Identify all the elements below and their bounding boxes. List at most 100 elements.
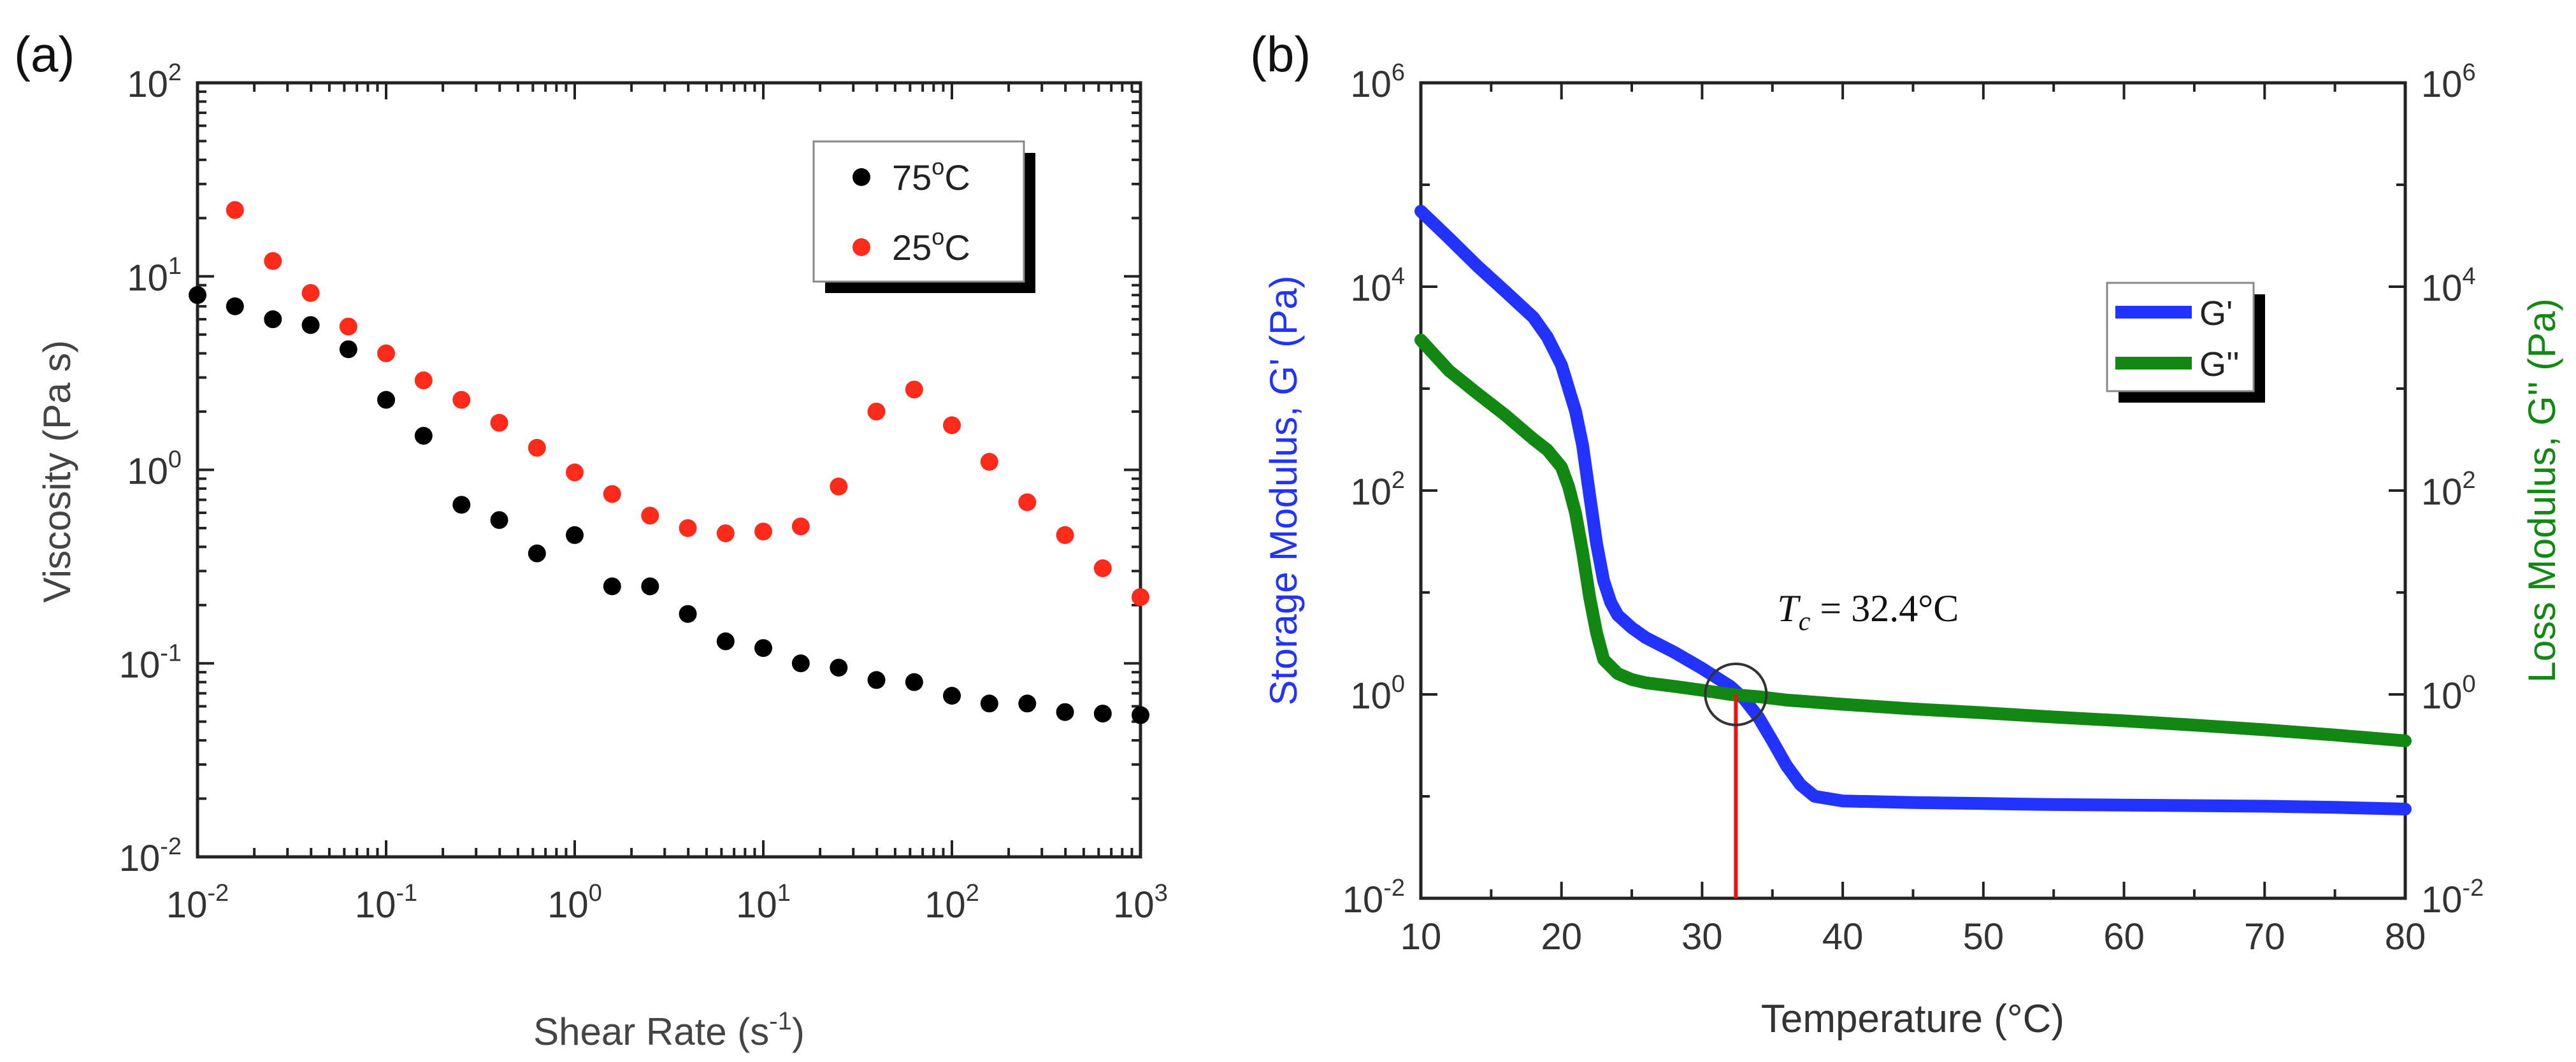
panel-b: (b) 10-2 100 102 104 106 10-2 100 102 104 106 10…	[1250, 26, 2563, 1041]
panel-b-ticks	[1420, 82, 2407, 900]
point-75c	[830, 659, 848, 677]
point-25c	[1093, 559, 1112, 577]
legend-label-75c: 75oC	[892, 154, 970, 197]
point-75c	[566, 526, 584, 544]
point-75c	[641, 577, 659, 596]
series-line-g-double-prime	[1414, 333, 2412, 747]
left-tick-label: 106	[1350, 59, 1405, 105]
point-25c	[452, 391, 471, 409]
point-75c	[867, 671, 886, 689]
right-tick-label: 100	[2421, 671, 2476, 717]
point-75c	[1018, 694, 1037, 713]
point-75c	[226, 297, 244, 315]
panel-a: (a) 10-2 10-1 100 101 102 10-2 10-1 100 101 102 1…	[14, 26, 1168, 1053]
point-75c	[603, 577, 621, 596]
point-25c	[1018, 493, 1037, 512]
y-tick-label: 10-1	[119, 640, 182, 685]
legend-marker-75c	[853, 168, 870, 186]
x-tick-label: 10-1	[355, 880, 417, 926]
point-75c	[528, 544, 546, 563]
y-tick-label: 100	[127, 447, 182, 492]
point-75c	[189, 286, 206, 305]
x-tick-label: 20	[1541, 916, 1582, 958]
point-25c	[490, 413, 508, 432]
point-25c	[905, 380, 923, 399]
panel-a-label: (a)	[14, 26, 75, 82]
panel-b-legend-box	[2106, 282, 2255, 392]
panel-a-x-axis-label: Shear Rate (s-1)	[533, 1007, 805, 1053]
point-25c	[867, 403, 886, 421]
point-75c	[980, 694, 998, 713]
right-tick-label: 106	[2421, 59, 2476, 105]
point-75c	[490, 511, 508, 529]
point-25c	[226, 201, 244, 219]
panel-a-y-axis-label: Viscosity (Pa s)	[36, 340, 78, 603]
left-tick-label: 102	[1350, 467, 1405, 513]
panel-a-y-tick-labels: 10-2 10-1 100 101 102	[119, 59, 182, 879]
point-25c	[791, 517, 810, 536]
point-75c	[377, 391, 395, 409]
panel-b-annotation: Tc = 32.4°C	[1704, 587, 1959, 898]
point-75c	[791, 654, 810, 673]
point-25c	[566, 463, 584, 482]
x-tick-label: 100	[547, 880, 602, 926]
point-75c	[679, 605, 697, 623]
point-75c	[905, 673, 923, 691]
point-25c	[264, 252, 282, 270]
left-tick-label: 104	[1350, 263, 1405, 309]
point-75c	[1056, 703, 1074, 721]
point-25c	[414, 371, 433, 390]
point-25c	[754, 522, 772, 541]
panel-b-series	[1414, 205, 2412, 815]
point-25c	[1132, 588, 1149, 606]
series-line-g-prime	[1414, 205, 2412, 815]
point-75c	[754, 639, 772, 657]
panel-b-label: (b)	[1250, 26, 1311, 82]
x-tick-label: 60	[2103, 916, 2145, 958]
point-75c	[452, 496, 471, 514]
point-25c	[830, 477, 848, 496]
panel-a-ticks	[196, 82, 1142, 858]
panel-a-x-tick-labels: 10-2 10-1 100 101 102 103	[166, 880, 1168, 926]
point-75c	[943, 687, 961, 705]
x-tick-label: 101	[736, 880, 791, 926]
point-25c	[603, 485, 621, 503]
legend-label-g-double-prime: G''	[2199, 345, 2240, 384]
panel-b-legend: G' G''	[2106, 282, 2265, 403]
panel-b-x-tick-labels: 10 20 30 40 50 60 70 80	[1400, 916, 2426, 958]
panel-b-left-axis-label: Storage Modulus, G' (Pa)	[1262, 275, 1305, 705]
point-75c	[264, 310, 282, 329]
legend-marker-25c	[853, 238, 870, 256]
right-tick-label: 102	[2421, 467, 2476, 513]
x-tick-label: 30	[1681, 916, 1723, 958]
point-25c	[1056, 526, 1074, 544]
point-25c	[716, 524, 735, 543]
tc-annotation-text: Tc = 32.4°C	[1777, 587, 1959, 636]
panel-a-points	[189, 201, 1149, 724]
panel-b-x-axis-label: Temperature (°C)	[1761, 997, 2064, 1041]
x-tick-label: 102	[925, 880, 979, 926]
x-tick-label: 70	[2244, 916, 2285, 958]
point-75c	[716, 632, 735, 650]
point-25c	[528, 438, 546, 457]
right-tick-label: 104	[2421, 263, 2476, 309]
panel-b-right-tick-labels: 10-2 100 102 104 106	[2421, 59, 2484, 921]
point-25c	[377, 344, 395, 362]
panel-a-legend-box	[812, 140, 1025, 283]
y-tick-label: 101	[127, 253, 182, 299]
x-tick-label: 10-2	[166, 880, 229, 926]
legend-label-25c: 25oC	[892, 224, 970, 268]
point-75c	[1093, 705, 1112, 723]
point-75c	[1132, 706, 1149, 724]
panel-b-left-tick-labels: 10-2 100 102 104 106	[1342, 59, 1405, 921]
x-tick-label: 103	[1113, 880, 1168, 926]
panel-a-legend: 75oC 25oC	[812, 140, 1035, 293]
tc-marker-circle	[1704, 663, 1768, 726]
point-25c	[339, 317, 357, 336]
x-tick-label: 50	[1963, 916, 2004, 958]
point-25c	[943, 416, 961, 434]
point-25c	[641, 506, 659, 525]
legend-label-g-prime: G'	[2199, 294, 2233, 333]
point-25c	[301, 283, 320, 302]
